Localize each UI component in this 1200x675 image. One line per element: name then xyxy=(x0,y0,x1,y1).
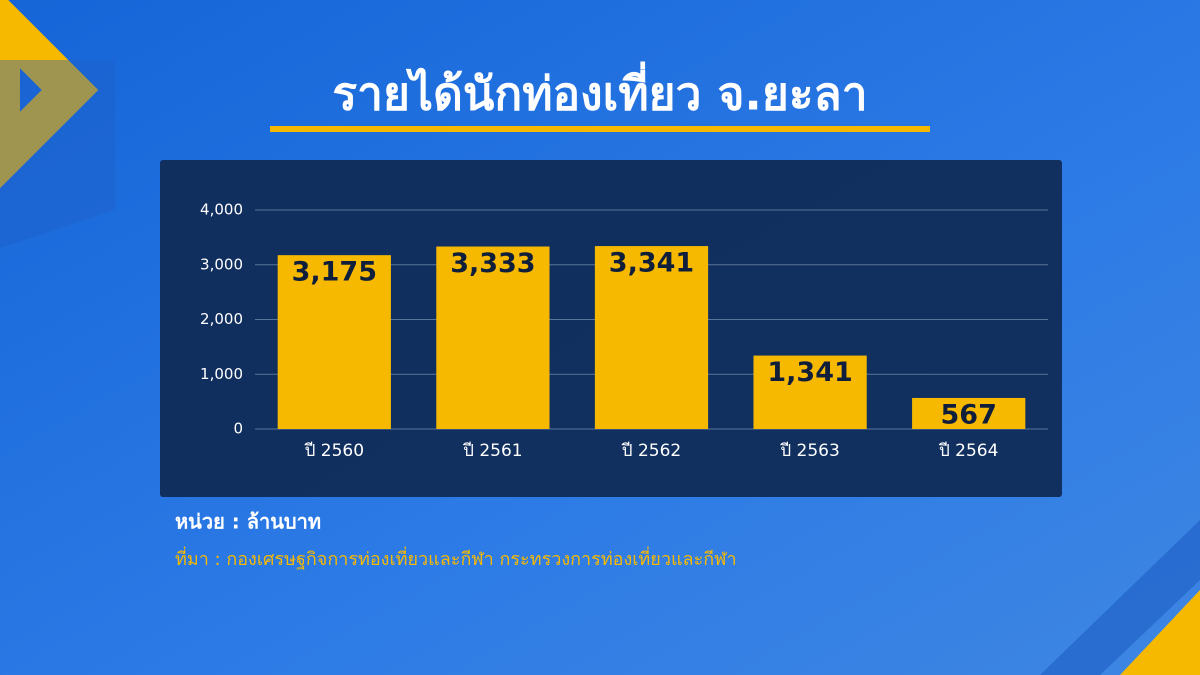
decor-panel xyxy=(0,60,115,248)
x-tick-label: ปี 2561 xyxy=(462,441,522,461)
bar xyxy=(277,255,391,429)
value-label: 567 xyxy=(941,399,997,430)
decor-chevron xyxy=(0,0,99,189)
y-tick-label: 3,000 xyxy=(200,255,243,273)
bar xyxy=(594,246,709,429)
y-tick-label: 1,000 xyxy=(200,365,243,383)
value-label: 3,175 xyxy=(292,257,377,288)
y-tick-label: 4,000 xyxy=(200,201,243,219)
x-tick-label: ปี 2562 xyxy=(621,441,681,461)
value-label: 3,341 xyxy=(609,248,694,279)
value-label: 1,341 xyxy=(767,357,852,388)
bar xyxy=(912,397,1026,429)
chart-title: รายได้นักท่องเที่ยว จ.ยะลา xyxy=(332,62,867,121)
y-tick-label: 0 xyxy=(233,420,243,438)
bar xyxy=(436,246,550,429)
bar xyxy=(753,355,867,429)
value-label: 3,333 xyxy=(450,248,535,279)
x-tick-label: ปี 2560 xyxy=(304,441,364,461)
y-tick-label: 2,000 xyxy=(200,310,243,328)
x-tick-label: ปี 2564 xyxy=(938,441,998,461)
x-tick-label: ปี 2563 xyxy=(779,441,839,461)
source-note: ที่มา : กองเศรษฐกิจการท่องเที่ยวและกีฬา … xyxy=(175,546,737,570)
unit-note: หน่วย : ล้านบาท xyxy=(175,510,321,534)
decor-corner-shade xyxy=(1040,520,1200,675)
title-underline xyxy=(270,126,930,132)
decor-corner xyxy=(1120,590,1200,675)
